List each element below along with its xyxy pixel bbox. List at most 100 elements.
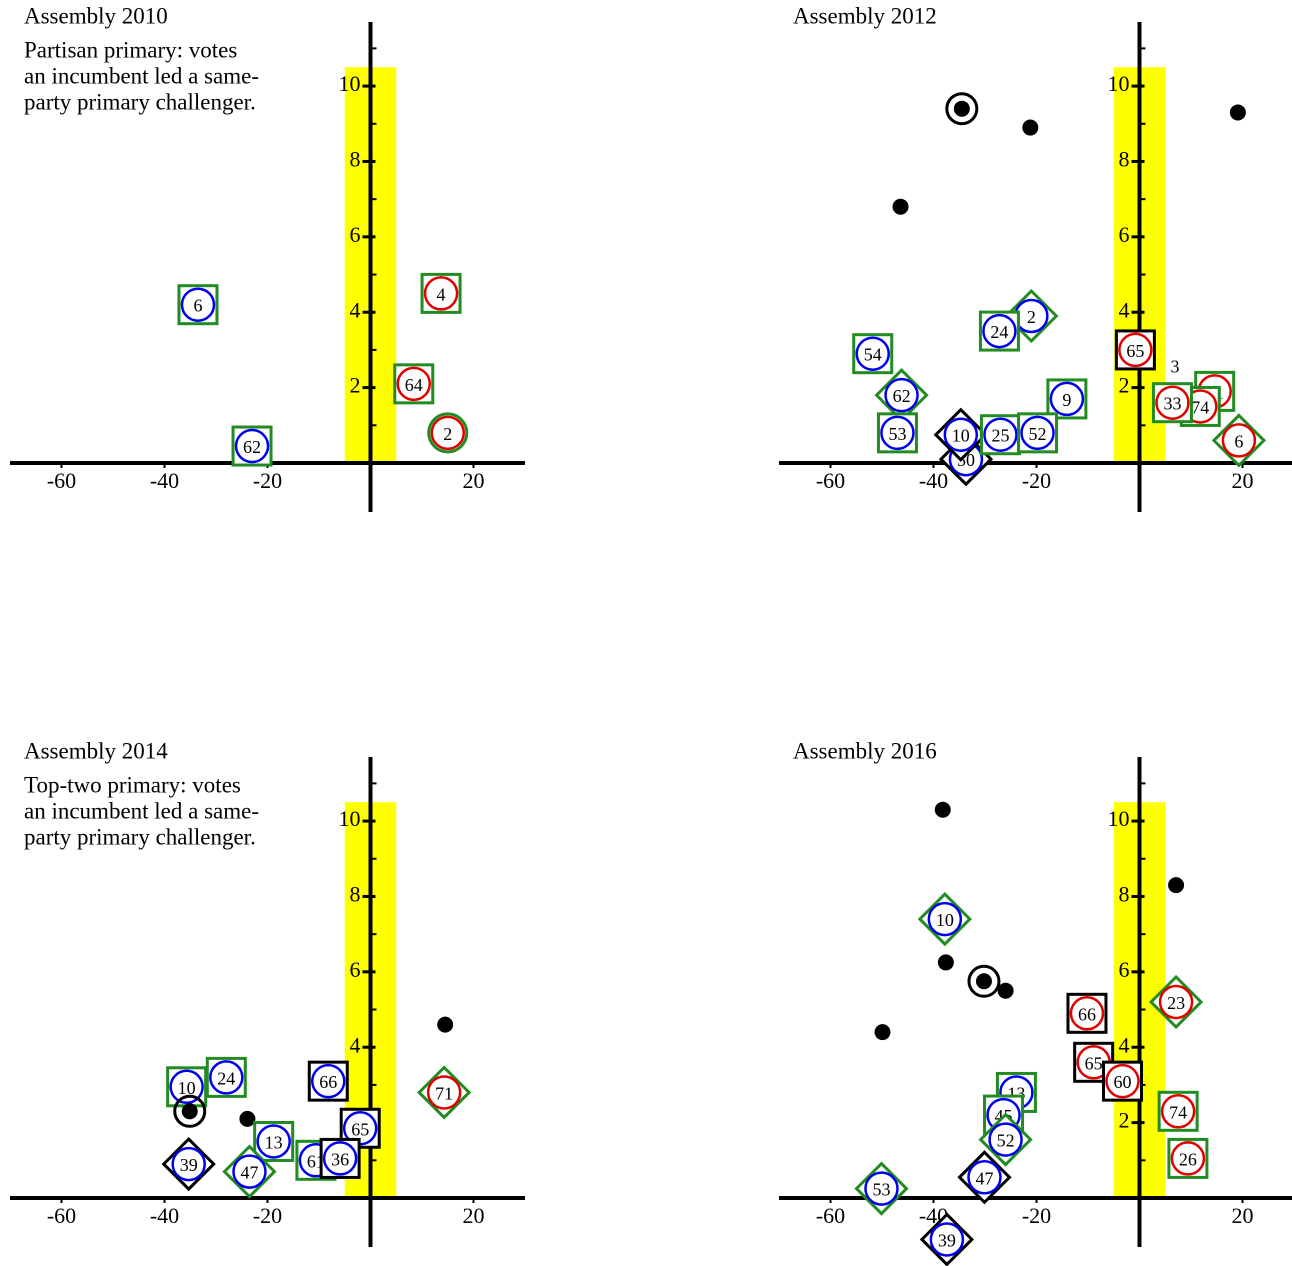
point-circle: [927, 901, 963, 937]
point-label: 10: [936, 910, 954, 930]
ring: [173, 1094, 207, 1128]
x-tick-label: 20: [1232, 1203, 1254, 1228]
point-label: 39: [938, 1230, 956, 1250]
annotation: Partisan primary: votes: [24, 37, 237, 62]
point-label: 74: [1169, 1102, 1187, 1122]
point-circle: [1221, 423, 1257, 458]
x-tick-label: -20: [1022, 1203, 1051, 1228]
dot: [239, 1110, 256, 1127]
point-label: 23: [1167, 993, 1185, 1013]
point-circle: [983, 417, 1018, 452]
y-tick-label: 2: [350, 373, 361, 398]
dot: [437, 1016, 454, 1033]
x-tick-label: -60: [47, 468, 76, 493]
y-tick-label: 8: [1119, 147, 1130, 172]
y-tick-label: 2: [1119, 1108, 1130, 1133]
dot: [937, 954, 954, 971]
x-tick-label: -40: [150, 1203, 179, 1228]
point-label: 4: [437, 284, 446, 304]
point-circle: [311, 1063, 346, 1099]
point-circle: [855, 336, 890, 371]
point-label: 66: [319, 1072, 337, 1092]
dot: [892, 198, 909, 215]
annotation: an incumbent led a same-: [24, 798, 259, 823]
y-tick-label: 6: [1119, 957, 1130, 982]
point-label: 54: [864, 345, 882, 365]
point-label: 10: [178, 1078, 196, 1098]
x-tick-label: 20: [1232, 468, 1254, 493]
panel-title: Assembly 2016: [793, 738, 937, 763]
y-tick-label: 8: [350, 882, 361, 907]
point-circle: [171, 1146, 206, 1182]
point-label: 33: [1163, 394, 1181, 414]
point-label: 13: [265, 1132, 283, 1152]
y-tick-label: 8: [1119, 882, 1130, 907]
x-tick-label: -40: [919, 468, 948, 493]
point-circle: [1020, 415, 1055, 451]
point-circle: [982, 313, 1017, 349]
point-circle: [884, 377, 919, 413]
point-circle: [864, 1171, 899, 1206]
point-label: 47: [240, 1163, 258, 1183]
point-circle: [169, 1069, 204, 1105]
dot: [1022, 119, 1039, 136]
y-tick-label: 6: [350, 222, 361, 247]
y-tick-label: 6: [1119, 222, 1130, 247]
x-tick-label: 20: [463, 468, 485, 493]
point-label: 65: [1085, 1053, 1103, 1073]
dot: [934, 801, 951, 818]
dot: [1229, 104, 1246, 121]
y-tick-label: 10: [1108, 806, 1130, 831]
point-label: 53: [872, 1180, 890, 1200]
point-label: 6: [193, 296, 202, 316]
point-label: 66: [1078, 1004, 1096, 1024]
point-label: 24: [990, 322, 1008, 342]
point-label: 65: [351, 1119, 369, 1139]
point-label: 53: [888, 424, 906, 444]
point-label: 74: [1191, 397, 1209, 417]
x-tick-label: -20: [253, 1203, 282, 1228]
point-circle: [929, 1222, 965, 1257]
point-label: 3: [1171, 356, 1180, 376]
point-circle: [209, 1060, 244, 1095]
point-circle: [234, 428, 270, 464]
point-label: 24: [217, 1068, 235, 1088]
y-tick-label: 6: [350, 957, 361, 982]
dot: [975, 973, 992, 990]
y-tick-label: 4: [1119, 1032, 1130, 1057]
point-label: 36: [331, 1149, 349, 1169]
y-tick-label: 4: [350, 297, 361, 322]
annotation: party primary challenger.: [24, 824, 256, 849]
point-circle: [1155, 385, 1190, 420]
dot: [997, 982, 1014, 999]
y-tick-label: 4: [1119, 297, 1130, 322]
point-circle: [1160, 1094, 1196, 1129]
point-circle: [256, 1124, 291, 1159]
point-label: 47: [975, 1168, 993, 1188]
point-circle: [1158, 984, 1194, 1020]
point-circle: [1170, 1141, 1206, 1176]
x-tick-label: -20: [1022, 468, 1051, 493]
dot: [1168, 877, 1185, 894]
dot: [181, 1103, 198, 1120]
ring: [945, 92, 979, 126]
y-tick-label: 10: [339, 806, 361, 831]
point-label: 2: [443, 424, 452, 444]
point-circle: [943, 417, 979, 452]
point-label: 60: [1114, 1072, 1132, 1092]
point-label: 6: [1234, 431, 1243, 451]
point-label: 65: [1126, 341, 1144, 361]
dot: [874, 1024, 891, 1041]
ring: [967, 964, 1001, 998]
point-label: 52: [997, 1131, 1015, 1151]
point-circle: [180, 287, 216, 322]
panel-title: Assembly 2014: [24, 738, 168, 763]
point-label: 10: [952, 426, 970, 446]
x-tick-label: -60: [816, 468, 845, 493]
x-tick-label: -60: [47, 1203, 76, 1228]
point-label: 62: [893, 386, 911, 406]
annotation: an incumbent led a same-: [24, 63, 259, 88]
y-tick-label: 4: [350, 1032, 361, 1057]
y-tick-label: 10: [339, 71, 361, 96]
